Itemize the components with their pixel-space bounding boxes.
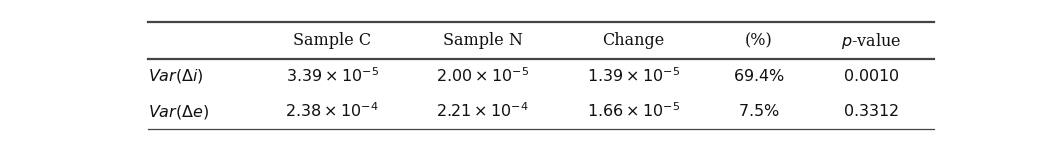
Text: $Var(\Delta i)$: $Var(\Delta i)$	[148, 67, 204, 85]
Text: Sample N: Sample N	[442, 32, 523, 49]
Text: $1.66 \times 10^{-5}$: $1.66 \times 10^{-5}$	[586, 103, 680, 121]
Text: $0.3312$: $0.3312$	[843, 103, 900, 120]
Text: $Var(\Delta e)$: $Var(\Delta e)$	[148, 103, 210, 121]
Text: $2.00 \times 10^{-5}$: $2.00 \times 10^{-5}$	[436, 67, 529, 86]
Text: Change: Change	[602, 32, 664, 49]
Text: Sample C: Sample C	[294, 32, 372, 49]
Text: $2.38 \times 10^{-4}$: $2.38 \times 10^{-4}$	[285, 103, 379, 121]
Text: (%): (%)	[744, 32, 772, 49]
Text: $7.5\%$: $7.5\%$	[737, 103, 779, 120]
Text: $0.0010$: $0.0010$	[843, 68, 900, 85]
Text: $3.39 \times 10^{-5}$: $3.39 \times 10^{-5}$	[286, 67, 379, 86]
Text: $69.4\%$: $69.4\%$	[733, 68, 785, 85]
Text: $1.39 \times 10^{-5}$: $1.39 \times 10^{-5}$	[586, 67, 680, 86]
Text: $2.21 \times 10^{-4}$: $2.21 \times 10^{-4}$	[436, 103, 529, 121]
Text: $p$-value: $p$-value	[842, 31, 902, 51]
